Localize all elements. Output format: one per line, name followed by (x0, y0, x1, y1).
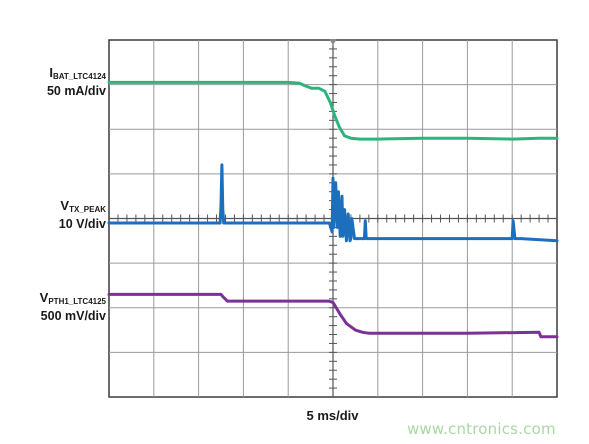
channel-scale-ibat: 50 mA/div (46, 84, 106, 98)
traces (107, 80, 559, 339)
channel-label-ibat: IBAT_LTC4124 50 mA/div (46, 65, 106, 99)
channel-label-vtx-peak: VTX_PEAK 10 V/div (58, 198, 106, 232)
trace-vtx-peak (107, 163, 559, 243)
channel-scale-vpth1: 500 mV/div (40, 309, 106, 323)
x-axis-label: 5 ms/div (306, 408, 359, 423)
watermark: www.cntronics.com (407, 420, 556, 438)
channel-scale-vtx-peak: 10 V/div (58, 217, 106, 231)
grid (108, 39, 558, 398)
trigger-marker (329, 39, 337, 45)
trace-vpth1-ltc4125 (107, 292, 559, 339)
trace-ibat-ltc4124 (107, 80, 559, 141)
channel-label-vpth1: VPTH1_LTC4125 500 mV/div (39, 290, 106, 324)
